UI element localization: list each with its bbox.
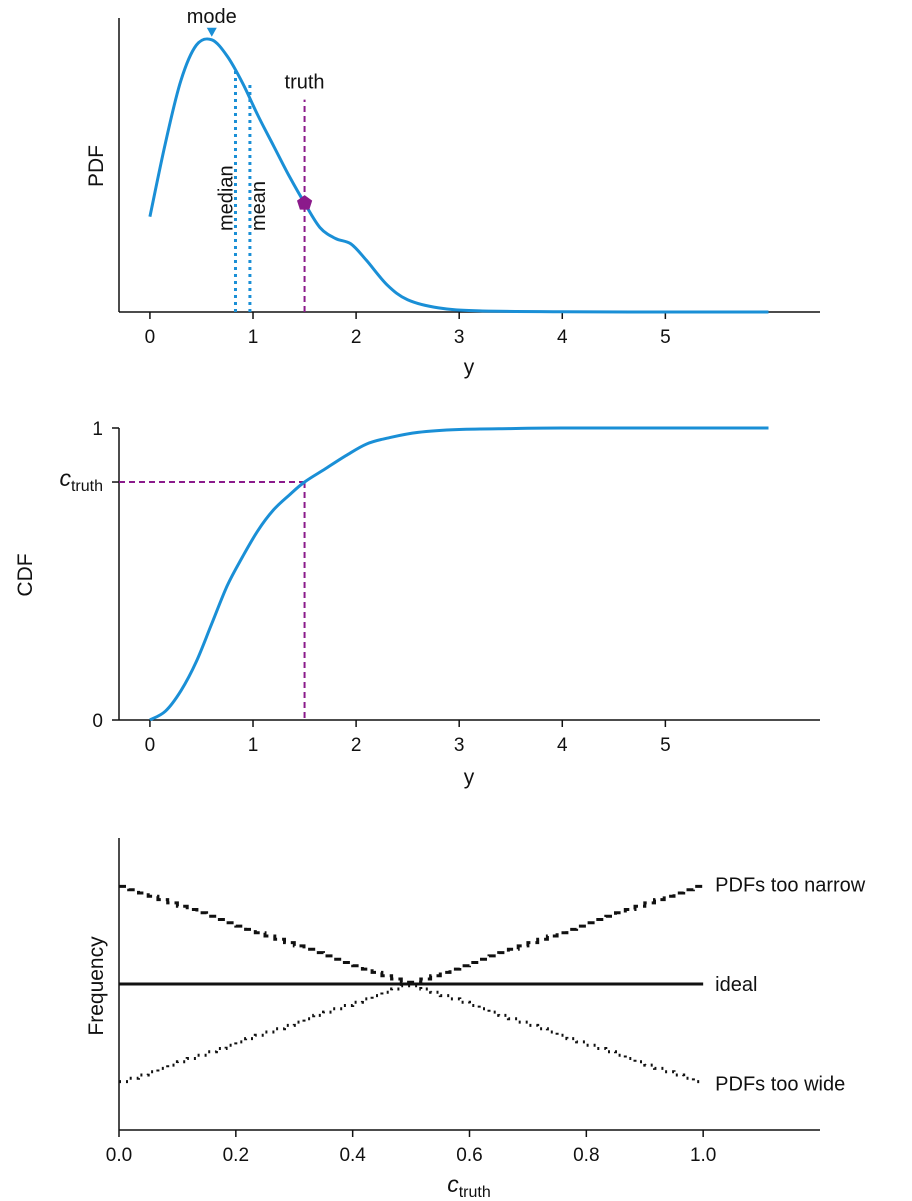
cdf-y-tick-label-0: 0 xyxy=(92,711,103,732)
pdf-x-tick-label-5: 5 xyxy=(660,327,671,348)
c-truth-sub: truth xyxy=(71,478,103,495)
freq-x-tick-label-4: 0.8 xyxy=(573,1145,599,1166)
cdf-x-tick-label-0: 0 xyxy=(145,735,156,756)
freq-x-label-main: c xyxy=(447,1171,459,1197)
truth-marker xyxy=(297,195,313,210)
cdf-x-tick-label-1: 1 xyxy=(248,735,259,756)
pdf-panel: 0 1 2 3 4 5 y PDF mode truth median mean xyxy=(85,6,820,379)
pdf-x-tick-label-1: 1 xyxy=(248,327,259,348)
series-too-wide xyxy=(119,984,704,1084)
label-too-narrow: PDFs too narrow xyxy=(715,875,866,897)
pdf-x-tick-label-4: 4 xyxy=(557,327,568,348)
mean-label: mean xyxy=(248,181,270,231)
pdf-x-tick-label-3: 3 xyxy=(454,327,465,348)
frequency-panel: 0.0 0.2 0.4 0.6 0.8 1.0 Frequency ctruth PDFs… xyxy=(85,838,866,1201)
cdf-x-label: y xyxy=(464,766,475,789)
label-too-wide: PDFs too wide xyxy=(715,1073,845,1095)
cdf-curve xyxy=(149,426,769,722)
pdf-x-label: y xyxy=(464,356,475,379)
freq-x-ticks: 0.0 0.2 0.4 0.6 0.8 1.0 xyxy=(106,1130,716,1166)
cdf-y-ticks: 01 xyxy=(92,419,119,732)
pdf-x-ticks: 0 1 2 3 4 5 xyxy=(145,312,671,348)
c-truth-tick-label: ctruth xyxy=(59,465,103,495)
cdf-y-tick-label-1: 1 xyxy=(92,419,103,440)
freq-x-tick-label-1: 0.2 xyxy=(223,1145,249,1166)
freq-x-tick-label-0: 0.0 xyxy=(106,1145,132,1166)
freq-x-label-sub: truth xyxy=(459,1184,491,1201)
pdf-x-tick-label-0: 0 xyxy=(145,327,156,348)
pdf-x-tick-label-2: 2 xyxy=(351,327,362,348)
truth-label: truth xyxy=(285,72,325,94)
label-ideal: ideal xyxy=(715,974,757,996)
cdf-x-tick-label-5: 5 xyxy=(660,735,671,756)
median-label: median xyxy=(215,165,237,231)
mode-marker xyxy=(206,27,217,37)
cdf-x-tick-label-2: 2 xyxy=(351,735,362,756)
cdf-y-label: CDF xyxy=(14,553,37,596)
freq-x-tick-label-2: 0.4 xyxy=(339,1145,366,1166)
freq-x-label: ctruth xyxy=(447,1171,491,1201)
pdf-y-label: PDF xyxy=(85,145,108,187)
freq-y-label: Frequency xyxy=(85,936,108,1036)
cdf-x-tick-label-4: 4 xyxy=(557,735,568,756)
series-too-narrow xyxy=(119,884,704,984)
freq-x-tick-label-3: 0.6 xyxy=(456,1145,482,1166)
freq-x-tick-label-5: 1.0 xyxy=(690,1145,716,1166)
cdf-x-ticks: 0 1 2 3 4 5 xyxy=(145,720,671,756)
pdf-curve xyxy=(148,37,769,314)
mode-label: mode xyxy=(187,6,237,28)
c-truth-main: c xyxy=(59,465,71,491)
cdf-x-tick-label-3: 3 xyxy=(454,735,465,756)
